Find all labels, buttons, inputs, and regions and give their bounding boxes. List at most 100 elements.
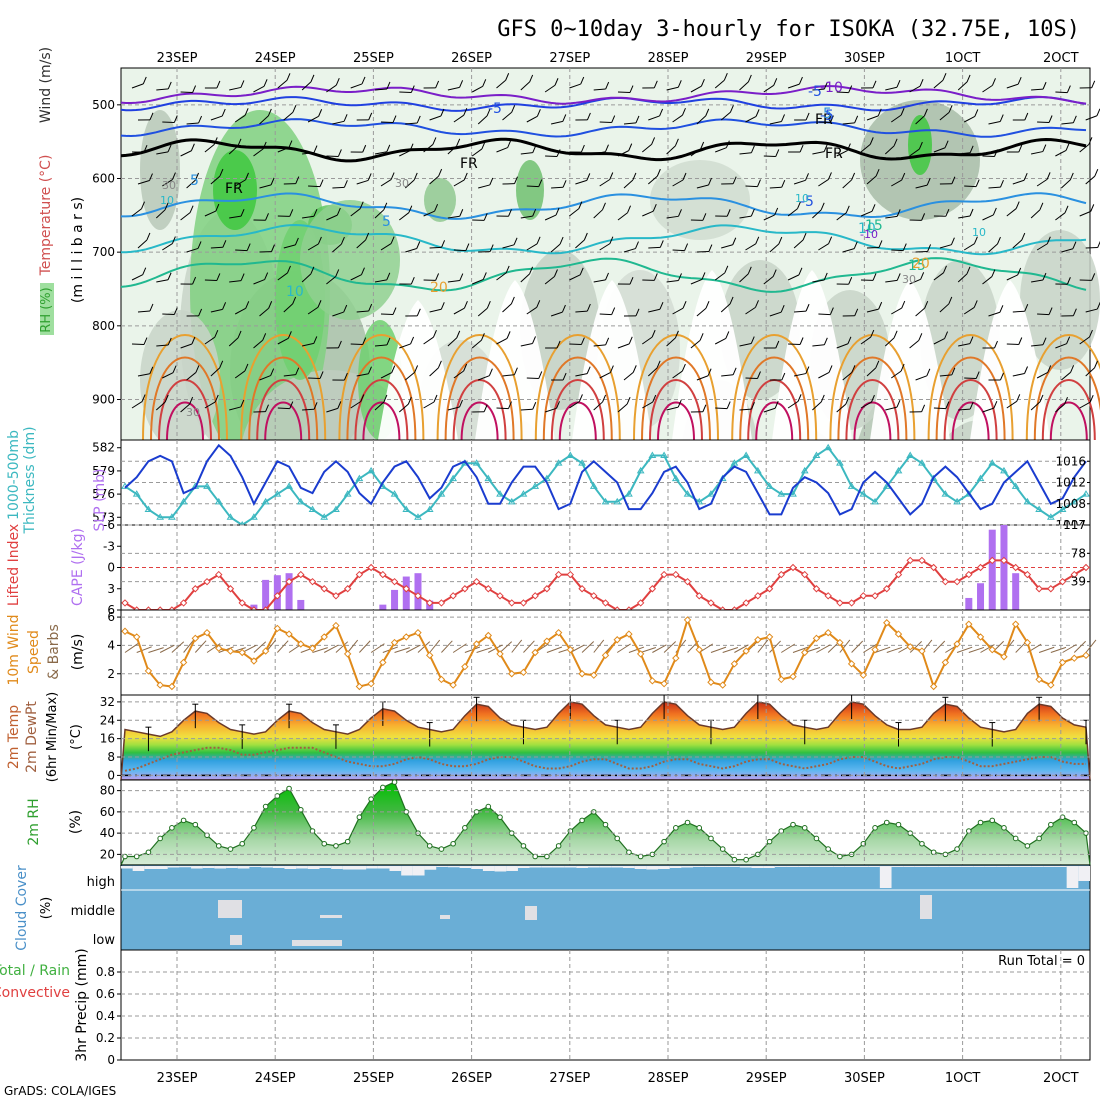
wind10-barb — [417, 641, 431, 653]
cloud-high-bar — [1008, 866, 1020, 867]
thickness-point — [1000, 466, 1008, 474]
lifted-index-point — [953, 577, 961, 586]
cloud-high-bar — [144, 866, 157, 869]
wind-barb — [429, 308, 442, 313]
wind-barb — [155, 401, 166, 411]
wind-barb-feather — [386, 272, 391, 281]
rh2m-point — [743, 856, 749, 863]
wind-barb — [1055, 403, 1065, 413]
axis-tick-label: 8 — [107, 750, 115, 764]
wind-barb — [957, 273, 968, 283]
axis-tick-label: 700 — [92, 245, 115, 259]
wind10-barb — [968, 646, 985, 653]
wind-barb-feather — [172, 365, 177, 373]
wind-barb — [453, 114, 465, 123]
wind10-barb — [980, 644, 995, 653]
wind10-barb — [710, 646, 727, 653]
wind-barb — [1036, 243, 1048, 251]
wind-barb-feather — [513, 367, 518, 375]
cape-bar — [965, 597, 973, 610]
wind-barb-feather — [726, 209, 731, 217]
wind-barb-feather — [659, 240, 664, 248]
rh2m-point — [1059, 814, 1066, 820]
wind-barb — [933, 272, 944, 281]
wind-barb — [302, 215, 315, 219]
wind-barb-feather — [362, 144, 367, 153]
wind-barb-feather — [823, 144, 828, 152]
precip-total-label: Total / Rain — [0, 963, 70, 979]
top-date-axis: 23SEP 24SEP 25SEP 26SEP 27SEP 28SEP 29SEP 30SEP… — [157, 51, 1079, 66]
cloud-high-bar — [879, 866, 892, 888]
wind-barb-feather — [732, 237, 737, 245]
wind10-speed-point — [250, 657, 258, 665]
wind-barb — [453, 370, 464, 379]
wind-barb-feather — [343, 372, 348, 381]
wind-barb-feather — [510, 296, 515, 305]
wind-barb — [642, 336, 653, 345]
cloud-high-bar — [121, 866, 133, 869]
rh-dry-plume — [772, 270, 852, 440]
wind-barb — [520, 408, 533, 411]
cloud-high-bar — [284, 866, 297, 869]
axis-tick-label: -6 — [103, 518, 115, 532]
wind-barb-feather — [993, 400, 998, 409]
wind-barb-feather — [245, 301, 250, 309]
wind-barb-feather — [945, 401, 950, 409]
wind-barb — [860, 210, 873, 217]
wind-barb-feather — [1072, 241, 1077, 249]
wind-barb-feather — [538, 179, 543, 187]
wind-barb-feather — [583, 232, 588, 241]
contour-label: -10 — [820, 80, 843, 96]
wind-barb-feather — [1072, 115, 1077, 123]
axis-tick-label: 0 — [107, 1053, 115, 1067]
wind-barb — [909, 339, 920, 349]
wind-barb — [1061, 248, 1074, 253]
side-label: (%) — [68, 810, 84, 834]
wind-barb — [812, 151, 825, 155]
wind-barb — [575, 310, 588, 313]
wind-barb — [769, 243, 780, 253]
axis-tick-label: 6 — [107, 610, 115, 624]
wind-barb — [957, 81, 968, 91]
axis-tick-label: 1008 — [1055, 497, 1086, 511]
cloud-high-bar — [331, 866, 343, 869]
axis-tick-label: 1016 — [1055, 454, 1086, 468]
cloud-mid-low-bar — [525, 906, 537, 920]
wind-barb — [180, 343, 193, 349]
rh2m-point — [215, 843, 222, 849]
wind-barb — [350, 208, 361, 217]
wind-barb — [939, 374, 952, 377]
wind-barb-feather — [318, 109, 323, 117]
wind-barb-feather — [219, 168, 224, 177]
wind-barb-feather — [802, 232, 807, 241]
axis-tick-label: 60 — [100, 805, 115, 819]
rh2m-point — [684, 819, 691, 826]
wind10-speed-point — [859, 671, 868, 679]
wind-barb-feather — [708, 177, 712, 186]
contour-label: 30 — [186, 406, 200, 419]
wind-barb-feather — [1018, 337, 1023, 345]
cloud-high-bar — [506, 866, 518, 871]
wind-barb — [137, 373, 150, 377]
wind-barb — [818, 121, 831, 124]
warm-arch-contour — [354, 379, 409, 441]
wind-barb-feather — [1066, 336, 1071, 344]
wind-barb — [210, 175, 221, 185]
lifted-index-point — [1035, 585, 1043, 593]
wind-barb-feather — [343, 114, 348, 122]
lifted-index-point — [754, 592, 762, 600]
wind-barb — [812, 344, 825, 347]
precip-convective-label: Convective — [0, 985, 70, 1001]
warm-arch-contour — [542, 356, 613, 441]
wind-barb — [818, 313, 831, 316]
cloud-high-bar — [552, 866, 565, 868]
wind-barb — [745, 243, 757, 251]
wind-barb — [696, 115, 707, 125]
wind-barb-feather — [271, 244, 275, 252]
temp2m-fill — [120, 701, 1091, 781]
wind10-speed-point — [894, 630, 903, 638]
thickness-point — [1035, 505, 1044, 513]
cape-panel: -6 -3 0 3 6 117 78 39 — [103, 518, 1091, 617]
wind-barb-feather — [629, 85, 634, 93]
wind-barb — [447, 280, 460, 283]
